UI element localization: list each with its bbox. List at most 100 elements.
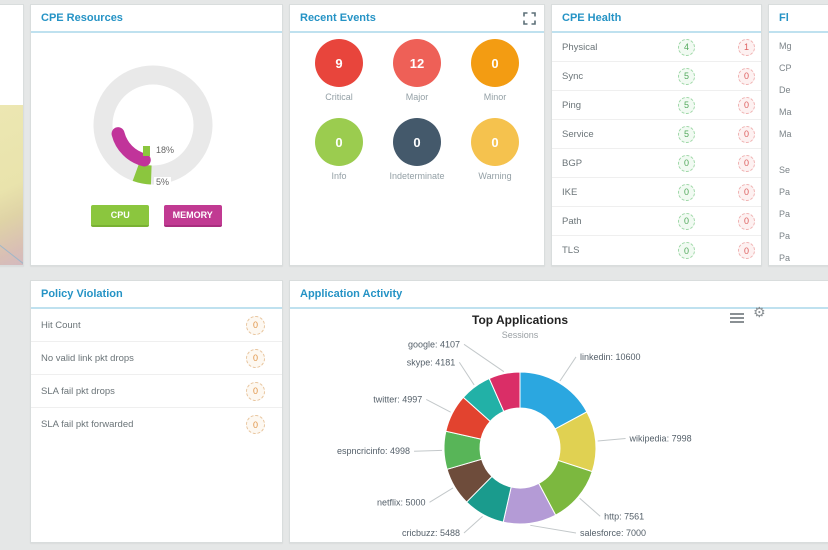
panel-title: Fl [769, 5, 828, 33]
cpu-usage-arc[interactable] [93, 65, 213, 185]
health-row-label: TLS [562, 245, 580, 256]
health-row-label: Path [562, 215, 582, 227]
panel-title: Application Activity [290, 281, 828, 309]
donut-track [93, 65, 213, 185]
expand-icon[interactable] [523, 12, 536, 25]
right-panel-row: Pa [769, 181, 828, 203]
label-leader-line [579, 497, 601, 517]
event-count-circle-info[interactable]: 0 [315, 118, 363, 166]
health-ok-badge[interactable]: 4 [678, 38, 695, 56]
health-ok-badge[interactable]: 0 [678, 242, 695, 259]
memory-button[interactable]: MEMORY [163, 205, 222, 227]
policy-row: No valid link pkt drops 0 [31, 342, 282, 375]
label-leader-line [559, 356, 577, 382]
health-row-physical: Physical 4 1 [552, 33, 761, 62]
health-rows: Physical 4 1 Sync 5 0 Ping 5 0 Service 5 0 BGP 0 0 IKE 0… [552, 33, 761, 265]
health-row-path: Path 0 0 [552, 207, 761, 236]
health-fail-badge[interactable]: 1 [738, 38, 755, 56]
health-ok-badge[interactable]: 0 [678, 183, 695, 201]
segment-label-espncricinfo: espncricinfo: 4998 [337, 446, 410, 456]
label-leader-line [426, 398, 451, 413]
policy-row-label: SLA fail pkt forwarded [41, 419, 134, 430]
health-row-label: Service [562, 128, 594, 140]
label-leader-line [414, 449, 443, 452]
memory-usage-arc[interactable] [109, 81, 196, 168]
label-leader-line [597, 438, 626, 442]
health-row-bgp: BGP 0 0 [552, 149, 761, 178]
event-count-circle-critical[interactable]: 9 [315, 39, 363, 87]
events-grid: 9 Critical 12 Major 0 Minor 0 Info 0 Indeterminat… [300, 39, 534, 181]
policy-row: SLA fail pkt drops 0 [31, 375, 282, 408]
health-fail-badge[interactable]: 0 [738, 212, 755, 230]
donut-segment-google[interactable] [488, 371, 521, 413]
label-leader-line [530, 524, 577, 534]
memory-usage-label: 5% [154, 177, 172, 187]
segment-label-cricbuzz: cricbuzz: 5488 [402, 528, 460, 538]
event-count-circle-warning[interactable]: 0 [471, 118, 519, 166]
right-panel-row: Ma [769, 123, 828, 145]
right-panel-row: Ma [769, 101, 828, 123]
health-row-service: Service 5 0 [552, 120, 761, 149]
right-panel-row-label: Ma [779, 107, 792, 117]
right-panel-row-label: Pa [779, 253, 791, 263]
health-fail-badge[interactable]: 0 [738, 183, 755, 201]
panel-title: CPE Health [552, 5, 761, 33]
health-fail-badge[interactable]: 0 [738, 154, 755, 172]
segment-label-http: http: 7561 [604, 511, 644, 521]
right-panel-row-label: Pa [779, 231, 791, 241]
resources-donut-chart [93, 65, 213, 185]
health-ok-badge[interactable]: 5 [678, 96, 695, 114]
segment-label-linkedin: linkedin: 10600 [580, 352, 641, 362]
cpu-usage-label: 18% [154, 145, 177, 155]
map-panel-clipped [0, 4, 24, 266]
resource-toggle-buttons: CPU MEMORY [31, 205, 282, 227]
health-fail-badge[interactable]: 0 [738, 96, 755, 114]
event-count-circle-major[interactable]: 12 [393, 39, 441, 87]
policy-count-badge[interactable]: 0 [246, 315, 265, 335]
event-count-circle-indeterminate[interactable]: 0 [393, 118, 441, 166]
policy-count-badge[interactable]: 0 [246, 348, 265, 368]
cpu-legend-marker [143, 146, 150, 156]
health-ok-badge[interactable]: 5 [678, 125, 695, 143]
cpe-resources-panel: CPE Resources 18% 5% CPU MEMORY [30, 4, 283, 266]
health-row-ike: IKE 0 0 [552, 178, 761, 207]
recent-events-panel: Recent Events 9 Critical 12 Major 0 Minor 0 Inf… [289, 4, 545, 266]
panel-title: Recent Events [290, 5, 544, 33]
event-label: Warning [478, 171, 512, 181]
right-panel-row-label: Ma [779, 129, 792, 139]
health-ok-badge[interactable]: 0 [678, 154, 695, 172]
health-ok-badge[interactable]: 0 [678, 212, 695, 230]
health-row-tls: TLS 0 0 [552, 236, 761, 265]
right-panel-row-label: De [779, 85, 791, 95]
policy-count-badge[interactable]: 0 [246, 381, 265, 401]
gear-icon[interactable]: ⚙ [753, 305, 766, 321]
event-cell-warning: 0 Warning [456, 118, 534, 181]
right-panel-rows: Mg CP De Ma Ma Se Pa Pa Pa Pa [769, 33, 828, 265]
event-cell-major: 12 Major [378, 39, 456, 102]
right-panel-row-label: Pa [779, 187, 791, 197]
right-panel-row: De [769, 79, 828, 101]
policy-row: Hit Count 0 [31, 309, 282, 342]
policy-rows: Hit Count 0 No valid link pkt drops 0 SLA fa… [31, 309, 282, 441]
health-fail-badge[interactable]: 0 [738, 242, 755, 259]
policy-row: SLA fail pkt forwarded 0 [31, 408, 282, 441]
health-row-label: BGP [562, 157, 583, 169]
policy-count-badge[interactable]: 0 [246, 415, 265, 434]
health-row-label: Physical [562, 41, 598, 53]
cpu-button[interactable]: CPU [91, 205, 150, 227]
policy-row-label: Hit Count [41, 319, 81, 331]
event-label: Critical [325, 92, 353, 102]
right-panel-row-label: Mg [779, 41, 792, 51]
event-count-circle-minor[interactable]: 0 [471, 39, 519, 87]
health-fail-badge[interactable]: 0 [738, 67, 755, 85]
policy-violation-panel: Policy Violation Hit Count 0 No valid link… [30, 280, 283, 543]
health-ok-badge[interactable]: 5 [678, 67, 695, 85]
event-cell-info: 0 Info [300, 118, 378, 181]
right-panel-row: Pa [769, 225, 828, 247]
hamburger-menu-icon[interactable] [730, 313, 744, 325]
right-panel-row: CP [769, 57, 828, 79]
label-leader-line [429, 487, 454, 503]
event-label: Info [331, 171, 347, 181]
health-fail-badge[interactable]: 0 [738, 125, 755, 143]
